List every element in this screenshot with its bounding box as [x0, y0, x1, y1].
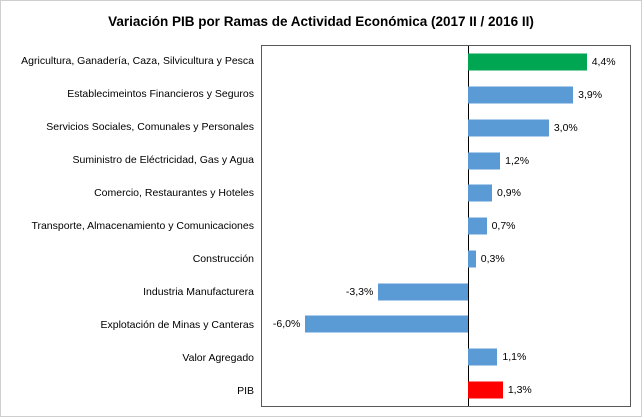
value-label: 0,3%: [480, 252, 505, 265]
plot-row: 3,0%: [262, 111, 630, 144]
plot-row: -3,3%: [262, 275, 630, 308]
value-label: 1,2%: [505, 154, 530, 167]
category-label: Industria Manufacturera: [143, 285, 254, 298]
category-label: Valor Agregado: [182, 351, 254, 364]
plot-row: 0,9%: [262, 177, 630, 210]
category-label: Servicios Sociales, Comunales y Personal…: [46, 121, 254, 134]
bar-chart: Agricultura, Ganadería, Caza, Silvicultu…: [7, 45, 631, 407]
category-label: Transporte, Almacenamiento y Comunicacio…: [31, 219, 254, 232]
plot-row: 0,7%: [262, 210, 630, 243]
value-label: 3,0%: [553, 121, 578, 134]
plot-row: 1,2%: [262, 144, 630, 177]
plot-row: 4,4%: [262, 46, 630, 79]
bar-positive: [467, 217, 487, 235]
bar-negative: [378, 283, 468, 300]
plot-row: -6,0%: [262, 308, 630, 341]
bar-positive: [467, 381, 503, 399]
plot-row: 1,1%: [262, 341, 630, 374]
bar-positive: [467, 86, 574, 104]
category-label: Comercio, Restaurantes y Hoteles: [94, 187, 254, 200]
value-label: 1,3%: [507, 383, 532, 396]
value-label: 0,7%: [491, 220, 516, 233]
plot-row: 3,9%: [262, 79, 630, 112]
category-labels: Agricultura, Ganadería, Caza, Silvicultu…: [7, 45, 261, 407]
bar-positive: [467, 53, 587, 71]
category-label: Explotación de Minas y Canteras: [100, 318, 255, 331]
value-label: 3,9%: [578, 89, 603, 102]
bar-positive: [467, 250, 476, 268]
bar-negative: [305, 315, 468, 333]
category-label: Suministro de Eléctricidad, Gas y Agua: [72, 154, 254, 167]
value-label: 0,9%: [497, 187, 521, 200]
chart-title: Variación PIB por Ramas de Actividad Eco…: [108, 14, 534, 29]
value-label: 4,4%: [591, 56, 616, 69]
value-label: 1,1%: [502, 350, 527, 363]
bar-positive: [467, 348, 498, 366]
category-label: Construcción: [192, 252, 254, 265]
plot-row: 0,3%: [262, 242, 630, 275]
plot-area: 4,4% 3,9% 3,0% 1,2% 0,9% 0,7% 0,3% -3,3% -6,0% 1,…: [261, 45, 631, 407]
plot-row: 1,3%: [262, 373, 630, 406]
value-label: -6,0%: [272, 318, 301, 331]
value-label: -3,3%: [345, 285, 374, 298]
category-label: PIB: [237, 384, 254, 397]
bar-positive: [467, 184, 492, 202]
category-label: Agricultura, Ganadería, Caza, Silvicultu…: [21, 55, 254, 68]
bar-positive: [467, 119, 549, 137]
bar-positive: [467, 152, 501, 170]
category-label: Establecimeintos Financieros y Seguros: [67, 88, 254, 101]
